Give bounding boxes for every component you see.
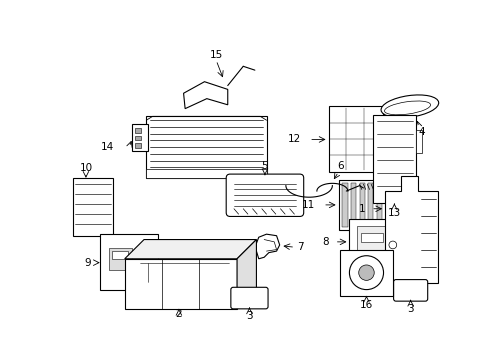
Text: 6: 6 [336, 161, 343, 171]
Text: 3: 3 [407, 304, 413, 314]
Polygon shape [237, 239, 256, 309]
Text: 5: 5 [261, 161, 268, 171]
Bar [350, 183, 356, 227]
Bar [146, 116, 266, 178]
Bar [109, 248, 132, 270]
Text: 14: 14 [101, 142, 114, 152]
Text: 9: 9 [84, 258, 90, 267]
Bar [359, 183, 364, 227]
Polygon shape [384, 176, 437, 283]
Bar [112, 251, 127, 259]
FancyBboxPatch shape [230, 287, 267, 309]
Bar [415, 130, 422, 153]
Bar [135, 143, 141, 148]
Bar [132, 124, 148, 151]
Ellipse shape [380, 95, 438, 118]
Bar [73, 178, 113, 236]
Bar [135, 128, 141, 132]
Text: 12: 12 [287, 134, 301, 144]
Ellipse shape [384, 101, 430, 115]
FancyBboxPatch shape [226, 174, 303, 216]
Text: 3: 3 [245, 311, 252, 321]
Circle shape [388, 241, 396, 249]
Polygon shape [256, 234, 279, 259]
Polygon shape [124, 239, 256, 259]
FancyBboxPatch shape [393, 280, 427, 301]
Circle shape [349, 256, 383, 289]
Bar [135, 136, 141, 140]
Text: 10: 10 [79, 163, 92, 173]
Bar [124, 259, 237, 309]
Text: 7: 7 [297, 242, 304, 252]
Bar [373, 115, 415, 203]
Bar [356, 226, 386, 256]
Bar [342, 183, 347, 227]
Text: 16: 16 [359, 300, 372, 310]
Text: 2: 2 [175, 309, 182, 319]
Bar [146, 169, 266, 178]
Bar [376, 183, 381, 227]
Text: 8: 8 [321, 237, 328, 247]
Polygon shape [183, 82, 227, 109]
Bar [396, 283, 418, 294]
Bar [340, 249, 392, 296]
Bar [349, 219, 399, 265]
Bar [367, 183, 373, 227]
Bar [100, 234, 158, 289]
Text: 13: 13 [387, 208, 400, 217]
Text: 1: 1 [358, 204, 365, 214]
Bar [328, 106, 382, 172]
Bar [338, 180, 386, 230]
Text: 11: 11 [302, 200, 315, 210]
Bar [360, 233, 382, 242]
Circle shape [358, 265, 373, 280]
Text: 4: 4 [417, 127, 424, 137]
Text: 15: 15 [209, 50, 223, 60]
